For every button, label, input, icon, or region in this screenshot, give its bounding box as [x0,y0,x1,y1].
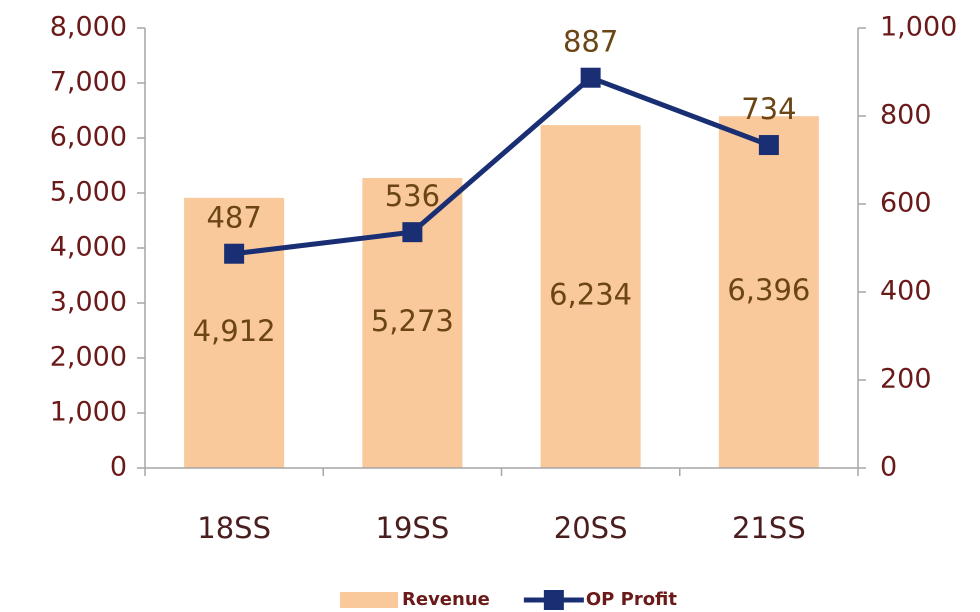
line-value-label: 536 [385,179,440,213]
y-tick-label: 0 [110,452,127,483]
y-tick-label: 4,000 [50,232,127,263]
bar [540,125,641,468]
line-marker [402,222,423,243]
y2-tick-label: 800 [880,100,932,131]
y-tick-label: 3,000 [50,287,127,318]
bar-value-label: 4,912 [193,314,276,348]
x-tick-label: 21SS [732,511,806,545]
line-marker [580,67,601,88]
y2-tick-label: 0 [880,452,897,483]
line-value-label: 487 [206,201,261,235]
y-tick-label: 5,000 [50,177,127,208]
y2-tick-label: 1,000 [880,12,957,43]
bar-value-label: 5,273 [371,304,454,338]
bar [184,197,285,468]
legend-label: OP Profit [586,589,678,610]
y-tick-label: 7,000 [50,67,127,98]
x-tick-label: 18SS [197,511,271,545]
line-marker [758,135,779,156]
bar [718,116,819,468]
legend-marker [543,590,564,610]
x-tick-label: 19SS [376,511,450,545]
y-tick-label: 8,000 [50,12,127,43]
legend-label: Revenue [402,589,490,610]
y2-tick-label: 400 [880,276,932,307]
line-value-label: 887 [563,25,618,59]
y-tick-label: 2,000 [50,342,127,373]
y-tick-label: 6,000 [50,122,127,153]
y-tick-label: 1,000 [50,397,127,428]
line-marker [224,243,245,264]
line-value-label: 734 [741,92,796,126]
bar-value-label: 6,234 [549,278,632,312]
bar-value-label: 6,396 [727,273,810,307]
y2-tick-label: 600 [880,188,932,219]
x-tick-label: 20SS [554,511,628,545]
legend-swatch [340,592,398,608]
line [233,74,770,257]
y2-tick-label: 200 [880,364,932,395]
